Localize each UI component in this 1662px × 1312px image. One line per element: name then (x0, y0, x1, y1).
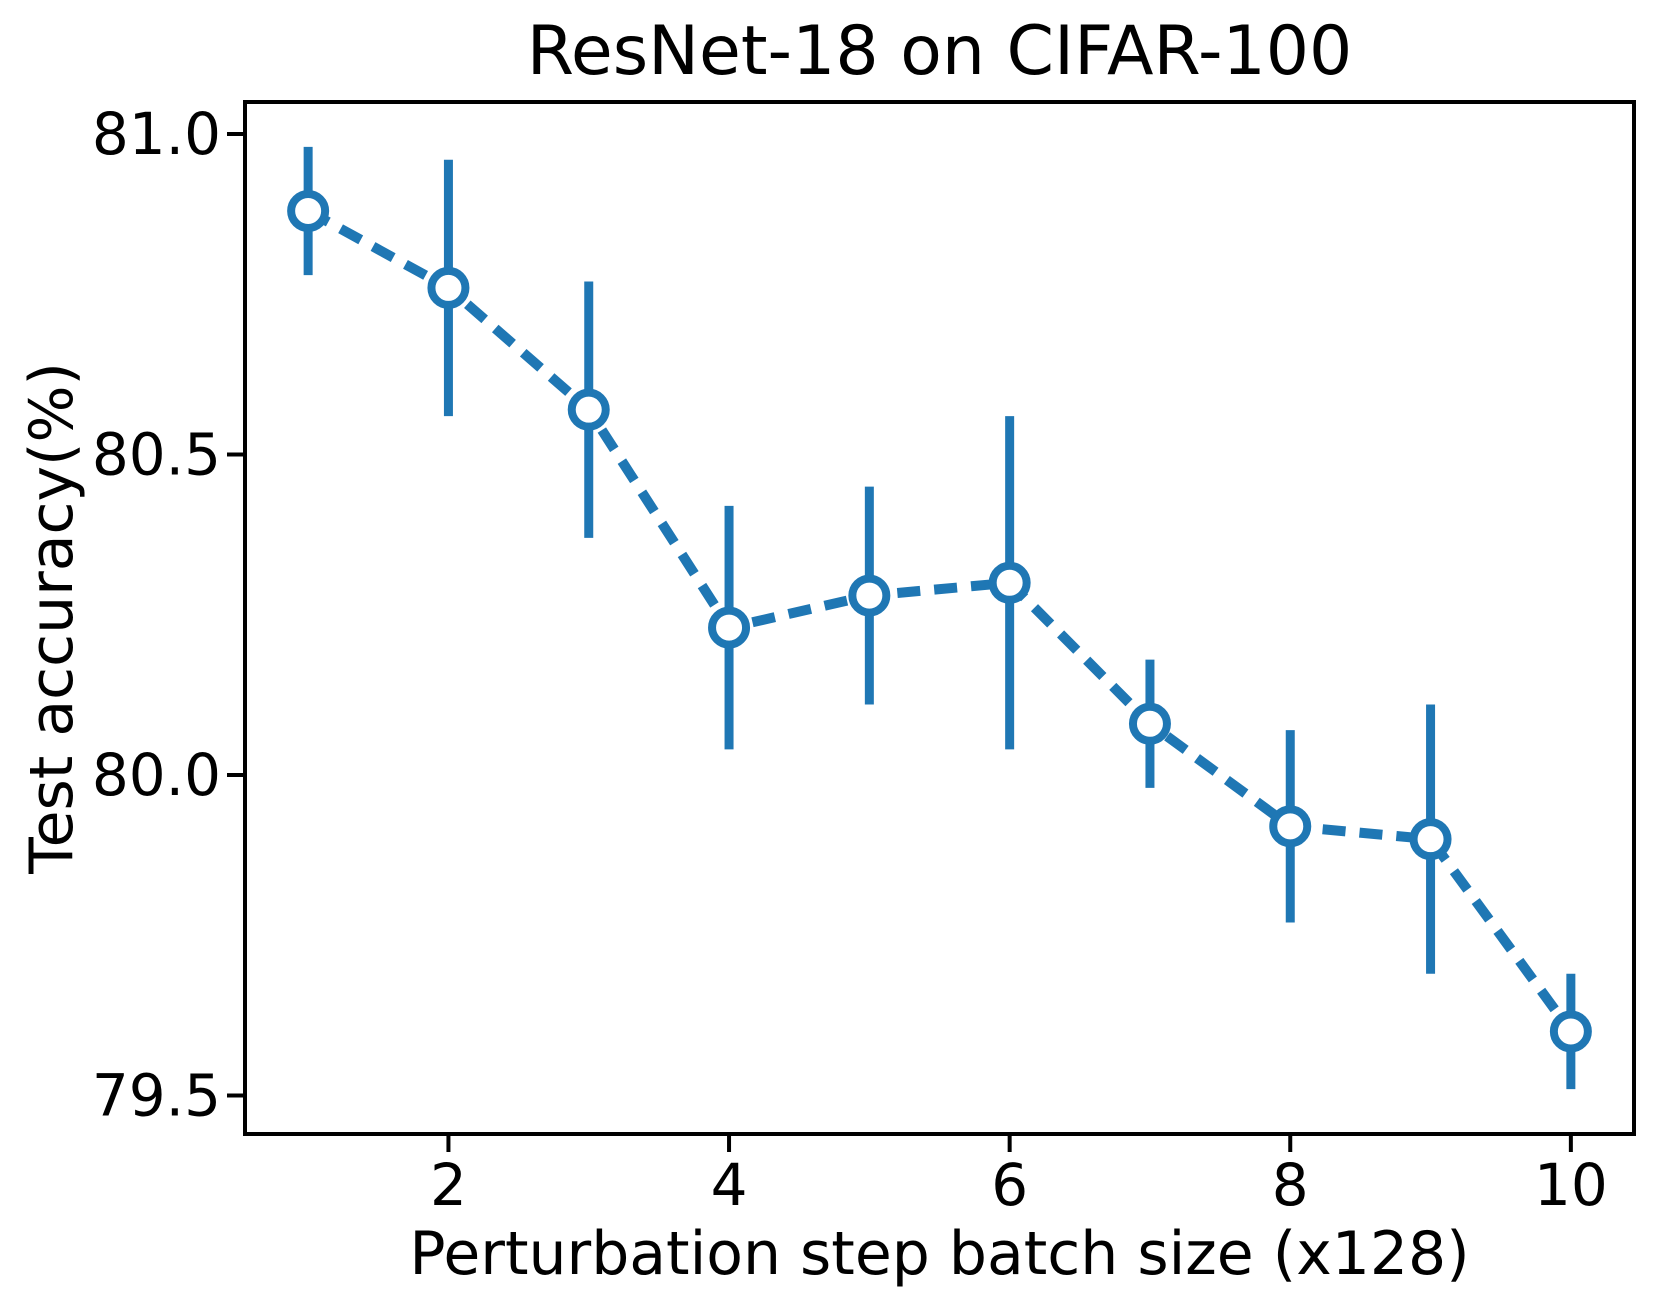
data-point-marker (1549, 1010, 1592, 1053)
x-axis-label: Perturbation step batch size (x128) (409, 1219, 1470, 1289)
data-point-marker (1128, 702, 1171, 745)
x-tick-label: 6 (991, 1151, 1028, 1219)
data-point-marker (287, 189, 330, 232)
y-tick-label: 80.0 (92, 741, 221, 809)
x-tick-label: 10 (1534, 1151, 1608, 1219)
data-point-marker (1409, 818, 1452, 861)
data-point-marker (567, 388, 610, 431)
data-point-marker (848, 574, 891, 617)
y-tick-label: 81.0 (92, 100, 221, 168)
chart-title: ResNet-18 on CIFAR-100 (526, 12, 1353, 91)
data-point-marker (708, 606, 751, 649)
plot-border (243, 100, 1636, 1136)
data-point-marker (427, 266, 470, 309)
trend-line (305, 206, 1575, 1035)
y-tick-label: 79.5 (92, 1062, 221, 1130)
x-tick-label: 2 (430, 1151, 467, 1219)
x-tick-label: 4 (711, 1151, 748, 1219)
y-tick-label: 80.5 (92, 421, 221, 489)
data-point-marker (988, 561, 1031, 604)
x-tick-label: 8 (1272, 1151, 1309, 1219)
data-point-marker (1269, 805, 1312, 848)
